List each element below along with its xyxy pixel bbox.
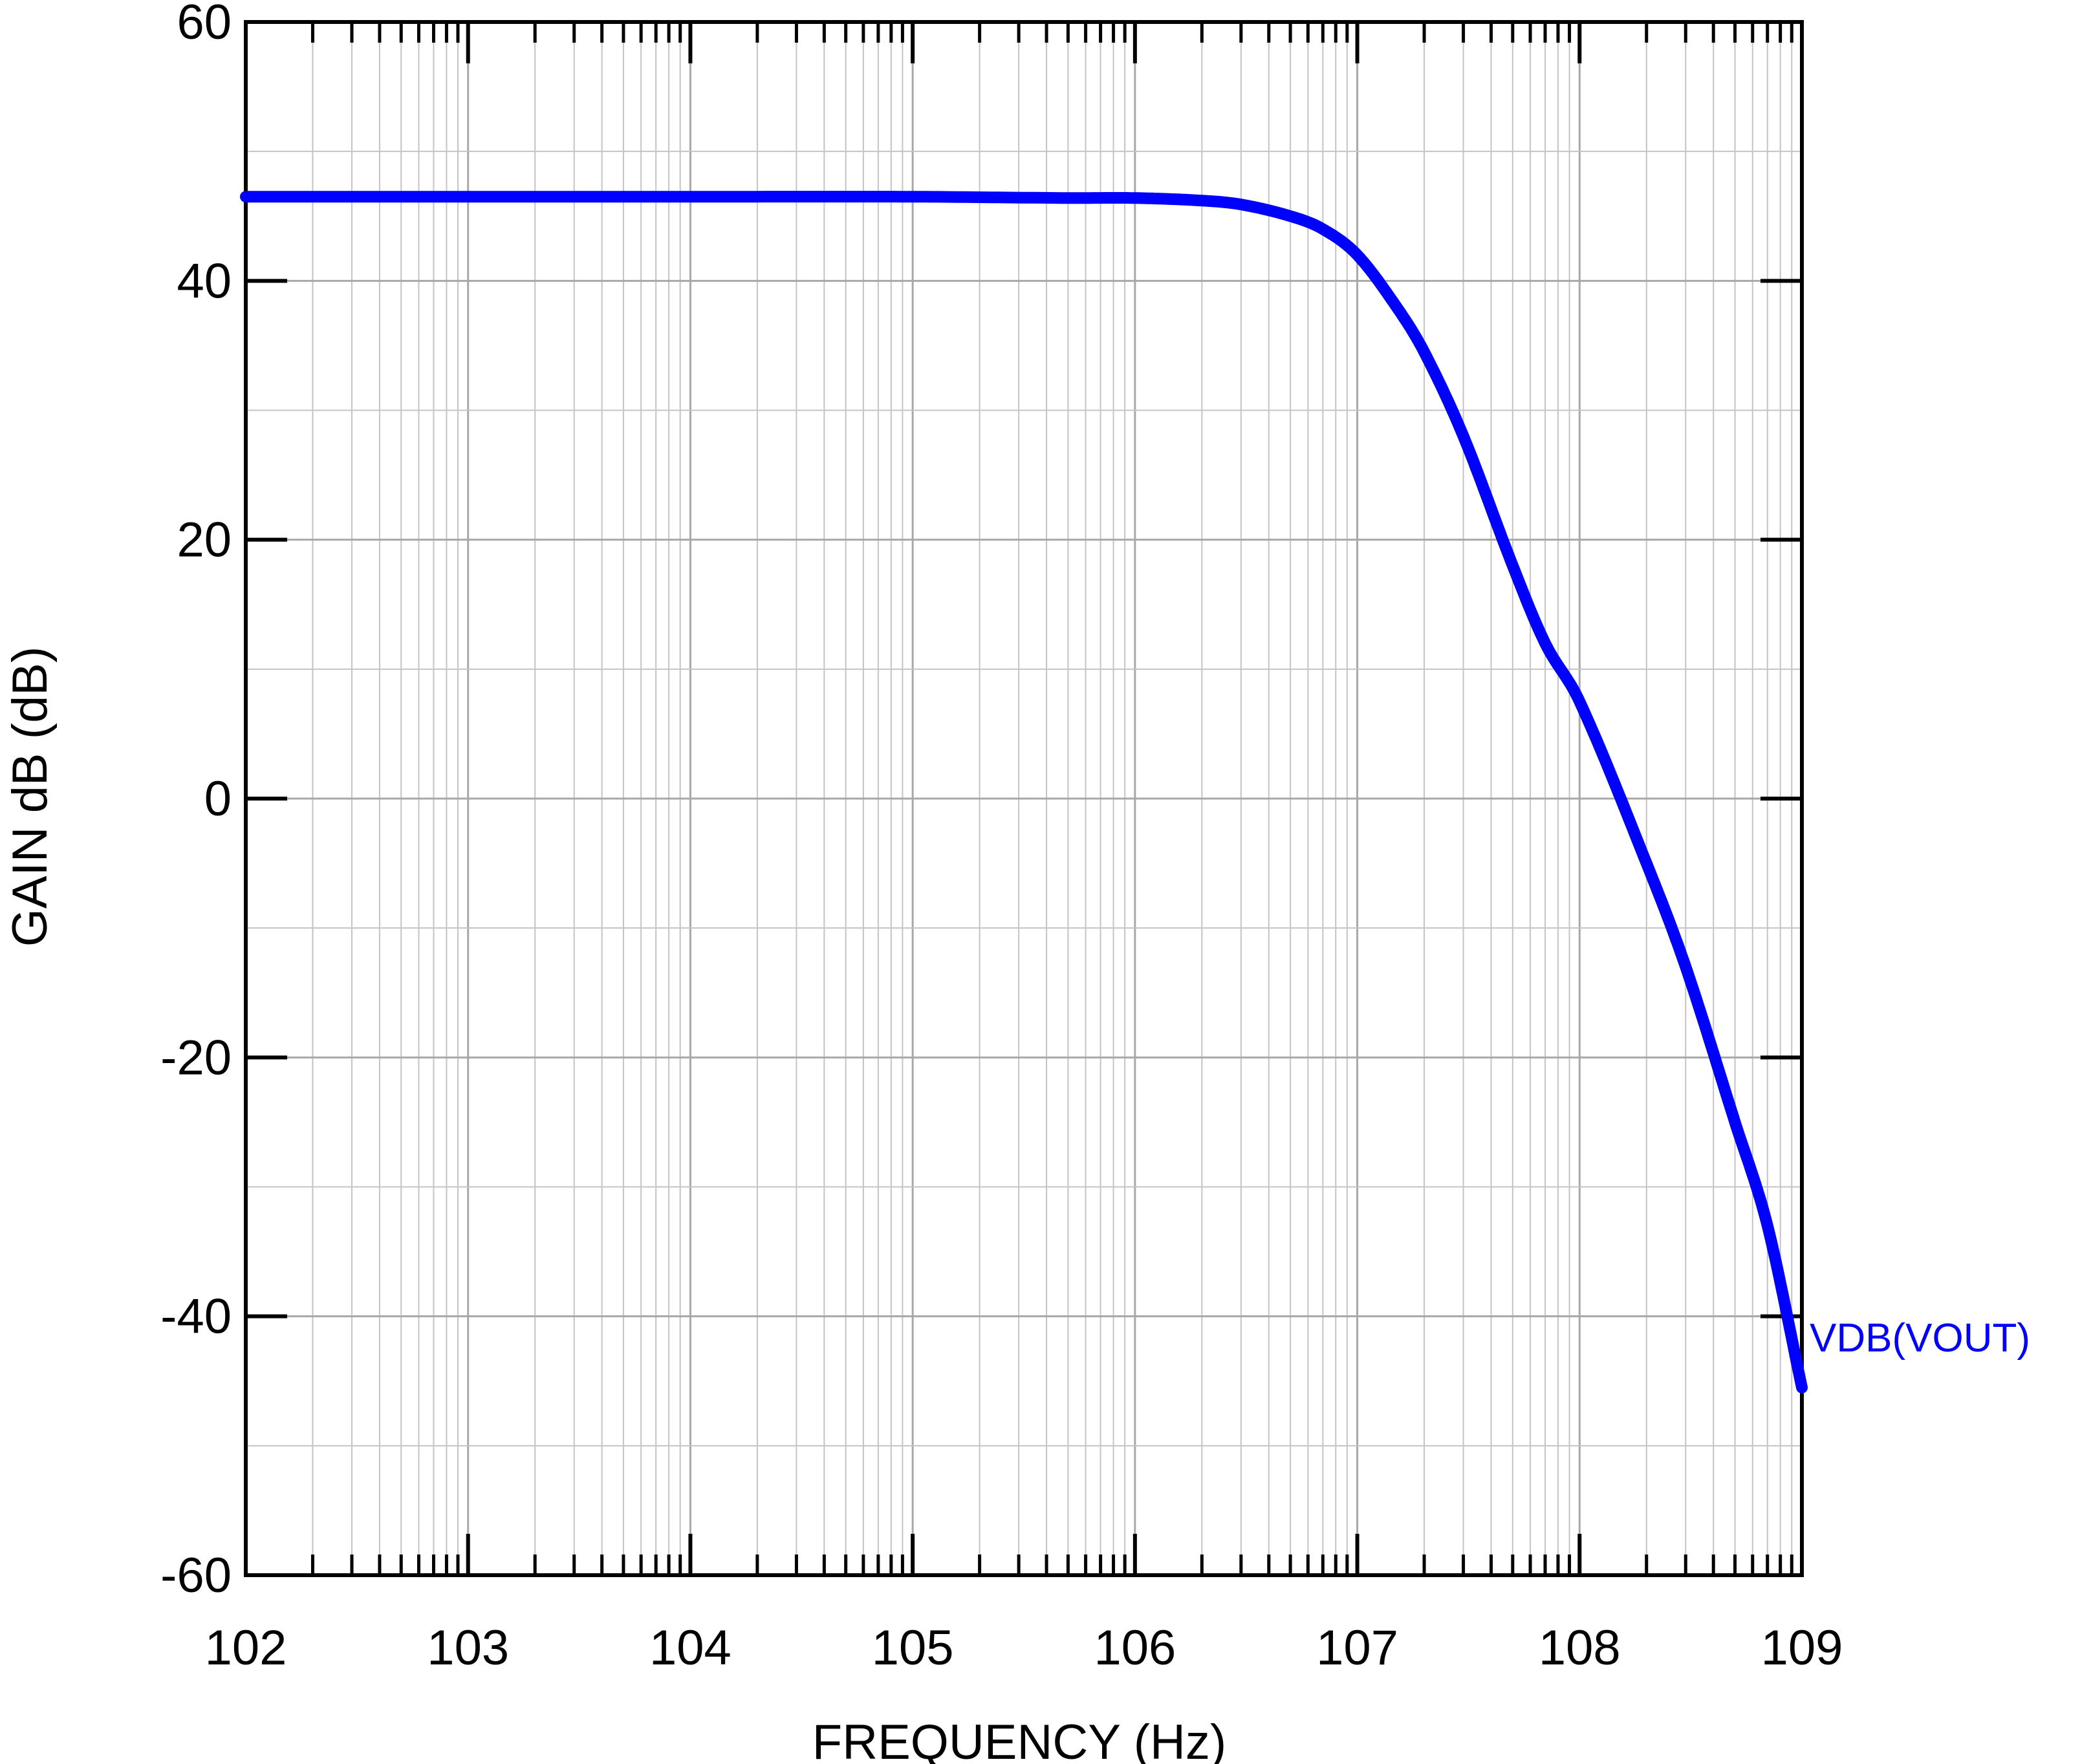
x-tick-label: 105 — [872, 1620, 954, 1675]
x-axis-title: FREQUENCY (Hz) — [812, 1715, 1226, 1764]
x-tick-label: 104 — [649, 1620, 731, 1675]
x-tick-label: 102 — [205, 1620, 287, 1675]
y-tick-label: 20 — [177, 513, 232, 568]
tick-marks — [246, 22, 1802, 1575]
x-tick-label: 109 — [1761, 1620, 1843, 1675]
y-tick-labels: 60 40 20 0 -20 -40 -60 — [160, 0, 232, 1603]
x-tick-label: 108 — [1539, 1620, 1621, 1675]
y-tick-label: -60 — [160, 1548, 232, 1603]
y-tick-label: -40 — [160, 1289, 232, 1344]
x-tick-label: 107 — [1316, 1620, 1398, 1675]
y-tick-label: 40 — [177, 253, 232, 308]
grid-lines — [244, 21, 1803, 1576]
series-line-vdb-vout — [240, 191, 1808, 1393]
y-tick-label: 60 — [177, 0, 232, 50]
y-tick-label: 0 — [204, 771, 232, 826]
x-tick-label: 106 — [1094, 1620, 1176, 1675]
x-tick-label: 103 — [427, 1620, 509, 1675]
plot-frame — [244, 20, 1804, 1577]
y-tick-label: -20 — [160, 1030, 232, 1085]
series-label-vdb-vout: VDB(VOUT) — [1810, 1316, 2030, 1361]
x-tick-labels: 102 103 104 105 106 107 108 109 — [205, 1620, 1843, 1675]
y-axis-title: GAIN dB (dB) — [3, 647, 58, 947]
